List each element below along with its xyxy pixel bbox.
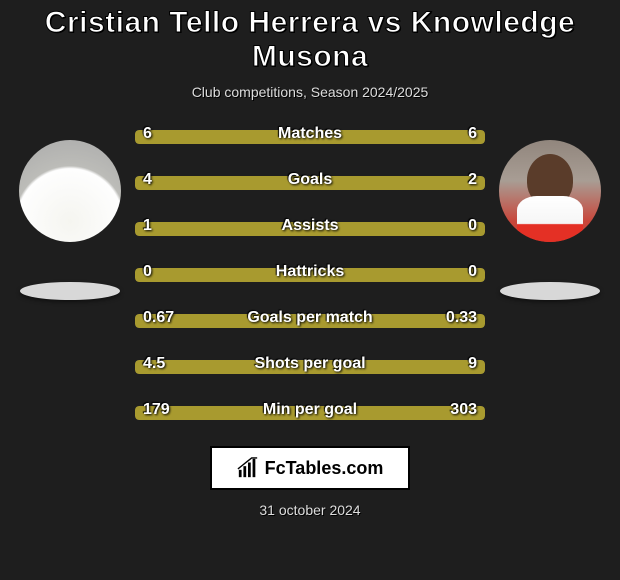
brand-text: FcTables.com (265, 458, 384, 479)
player-left-col (15, 140, 125, 300)
bar-left (135, 176, 310, 190)
stat-label: Goals (288, 171, 332, 189)
stat-value-left: 179 (143, 401, 170, 419)
stat-label: Goals per match (247, 309, 372, 327)
stat-row: 179Min per goal303 (135, 406, 485, 424)
stat-row: 4.5Shots per goal9 (135, 360, 485, 378)
player-right-flag (500, 282, 600, 300)
stat-value-right: 303 (450, 401, 477, 419)
stat-value-left: 0.67 (143, 309, 174, 327)
footer: FcTables.com 31 october 2024 (210, 446, 410, 518)
stat-value-right: 0 (468, 217, 477, 235)
bar-right (310, 176, 485, 190)
stat-label: Shots per goal (254, 355, 365, 373)
stat-value-left: 4 (143, 171, 152, 189)
stat-value-left: 6 (143, 125, 152, 143)
stat-row: 0.67Goals per match0.33 (135, 314, 485, 332)
stat-row: 6Matches6 (135, 130, 485, 148)
stat-value-right: 2 (468, 171, 477, 189)
brand-box[interactable]: FcTables.com (210, 446, 410, 490)
player-right-col (495, 140, 605, 300)
stat-value-right: 0.33 (446, 309, 477, 327)
comparison-card: Cristian Tello Herrera vs Knowledge Muso… (0, 0, 620, 580)
stat-label: Hattricks (276, 263, 344, 281)
subtitle: Club competitions, Season 2024/2025 (192, 84, 429, 100)
stat-label: Matches (278, 125, 342, 143)
stat-label: Min per goal (263, 401, 357, 419)
stat-value-right: 0 (468, 263, 477, 281)
main-row: 6Matches64Goals21Assists00Hattricks00.67… (0, 130, 620, 424)
stats-col: 6Matches64Goals21Assists00Hattricks00.67… (135, 130, 485, 424)
page-title: Cristian Tello Herrera vs Knowledge Muso… (0, 6, 620, 74)
stat-value-left: 0 (143, 263, 152, 281)
stat-value-right: 9 (468, 355, 477, 373)
stat-row: 1Assists0 (135, 222, 485, 240)
stat-value-right: 6 (468, 125, 477, 143)
stat-row: 0Hattricks0 (135, 268, 485, 286)
stat-row: 4Goals2 (135, 176, 485, 194)
player-left-photo (19, 140, 121, 242)
stat-value-left: 1 (143, 217, 152, 235)
stat-label: Assists (282, 217, 339, 235)
date-text: 31 october 2024 (259, 502, 360, 518)
stat-value-left: 4.5 (143, 355, 165, 373)
chart-icon (237, 457, 259, 479)
player-right-photo (499, 140, 601, 242)
player-left-flag (20, 282, 120, 300)
